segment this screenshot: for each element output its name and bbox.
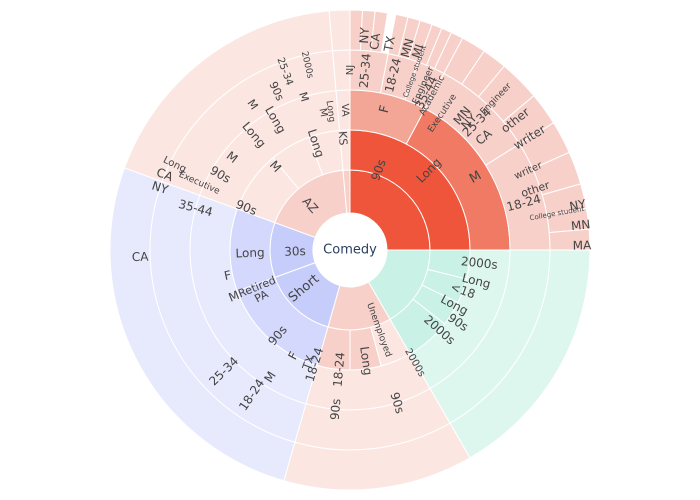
sunburst-label: F [223, 268, 233, 283]
sunburst-label: 2000s [460, 254, 498, 272]
sunburst-label: NY [357, 26, 372, 44]
sunburst-label: NY [150, 179, 170, 198]
sunburst-label: Long [357, 345, 375, 376]
sunburst-label: M [226, 288, 241, 305]
sunburst-label: MN [398, 37, 417, 59]
sunburst-label: 90s [328, 398, 344, 421]
sunburst-ring5-bg-wedge[interactable] [328, 9, 351, 52]
sunburst-label: TX [381, 35, 398, 54]
sunburst-label: Long [460, 271, 492, 292]
sunburst-label: NY [568, 197, 587, 214]
sunburst-label: 90s [368, 157, 389, 182]
sunburst-label: MN [570, 217, 591, 233]
sunburst-label: NJ [345, 65, 356, 75]
sunburst-wedge-ma[interactable] [548, 228, 591, 251]
sunburst-label: CA [132, 250, 150, 265]
sunburst-label: VA [339, 103, 350, 117]
center-label: Comedy [323, 243, 377, 258]
sunburst-wedges[interactable] [109, 9, 591, 491]
sunburst-label: Long [324, 100, 337, 123]
sunburst-wedge-ks[interactable] [338, 129, 351, 171]
sunburst-label: 18-24 [331, 352, 348, 388]
sunburst-label: M [317, 107, 329, 118]
sunburst-label: PA [252, 287, 270, 305]
sunburst-label: 25-34 [357, 53, 374, 89]
sunburst-center[interactable] [313, 213, 387, 287]
sunburst-label: KS [336, 131, 350, 146]
sunburst-label: Long [235, 245, 265, 260]
sunburst-label: M [296, 90, 311, 103]
sunburst-label: MA [573, 238, 593, 252]
sunburst-label: TX [300, 353, 318, 372]
sunburst-wedge-ca[interactable] [370, 10, 389, 54]
sunburst-label: F [377, 104, 393, 115]
sunburst-label: CA [367, 32, 383, 51]
sunburst-label: 90s [387, 391, 407, 416]
sunburst-label: CA [154, 165, 175, 184]
sunburst-label: MI [409, 42, 427, 60]
sunburst-label: 30s [284, 244, 306, 259]
